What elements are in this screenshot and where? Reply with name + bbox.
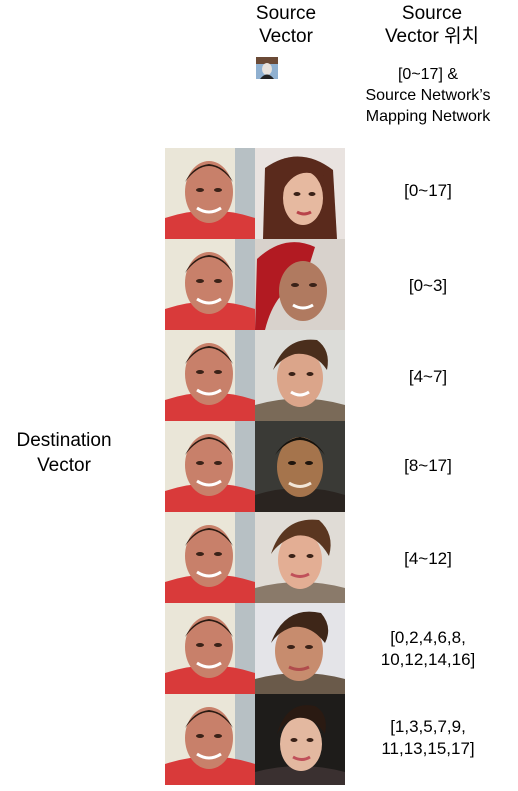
result-face-image xyxy=(255,148,345,239)
row-label-line: [0~3] xyxy=(408,276,448,295)
result-face-image xyxy=(255,603,345,694)
result-row: [0,2,4,6,8, 10,12,14,16] xyxy=(0,603,518,694)
row-label: [0~3] xyxy=(352,275,504,297)
row-label: [4~12] xyxy=(352,548,504,570)
row-label-line: [4~7] xyxy=(408,367,448,386)
result-face-image xyxy=(255,512,345,603)
row-label-line: [0~17] xyxy=(404,181,452,200)
source-position-header-line-2: Vector 위치 xyxy=(384,26,480,47)
source-vector-thumbnail xyxy=(256,57,278,79)
result-face-image xyxy=(255,694,345,785)
result-row: [8~17] xyxy=(0,421,518,512)
source-position-header-line-1: Source xyxy=(401,3,463,24)
source-vector-header-line-2: Vector xyxy=(259,26,313,47)
result-face-image xyxy=(255,421,345,512)
destination-face-image xyxy=(165,512,255,603)
destination-face-image xyxy=(165,239,255,330)
result-row: [0~17] xyxy=(0,148,518,239)
row-label: [0,2,4,6,8, 10,12,14,16] xyxy=(352,627,504,671)
result-row: [1,3,5,7,9, 11,13,15,17] xyxy=(0,694,518,785)
source-note-line-1: [0~17] & xyxy=(397,66,459,83)
row-label-line: [0,2,4,6,8, xyxy=(390,628,466,647)
destination-label-line-1: Destination xyxy=(16,430,112,451)
row-label-line: [4~12] xyxy=(404,549,452,568)
source-vector-header-line-1: Source xyxy=(255,3,317,24)
destination-face-image xyxy=(165,694,255,785)
source-note-line-3: Mapping Network xyxy=(365,108,491,125)
source-vector-position-header: Source Vector 위치 xyxy=(352,2,512,48)
source-vector-header: Source Vector xyxy=(236,2,336,48)
result-face-image xyxy=(255,239,345,330)
destination-face-image xyxy=(165,330,255,421)
destination-face-image xyxy=(165,148,255,239)
result-face-image xyxy=(255,330,345,421)
destination-vector-label: Destination Vector xyxy=(0,428,128,478)
row-label-line: [8~17] xyxy=(404,456,452,475)
source-note-line-2: Source Network’s xyxy=(365,87,491,104)
row-label-line: 11,13,15,17] xyxy=(381,739,475,758)
destination-label-line-2: Vector xyxy=(37,455,91,476)
row-label-line: [1,3,5,7,9, xyxy=(390,717,466,736)
row-label: [8~17] xyxy=(352,455,504,477)
destination-face-image xyxy=(165,603,255,694)
source-position-note: [0~17] & Source Network’s Mapping Networ… xyxy=(350,64,506,127)
destination-face-image xyxy=(165,421,255,512)
result-row: [0~3] xyxy=(0,239,518,330)
result-row: [4~7] xyxy=(0,330,518,421)
result-row: [4~12] xyxy=(0,512,518,603)
row-label: [0~17] xyxy=(352,180,504,202)
row-label: [1,3,5,7,9, 11,13,15,17] xyxy=(352,716,504,760)
row-label: [4~7] xyxy=(352,366,504,388)
row-label-line: 10,12,14,16] xyxy=(380,650,476,669)
